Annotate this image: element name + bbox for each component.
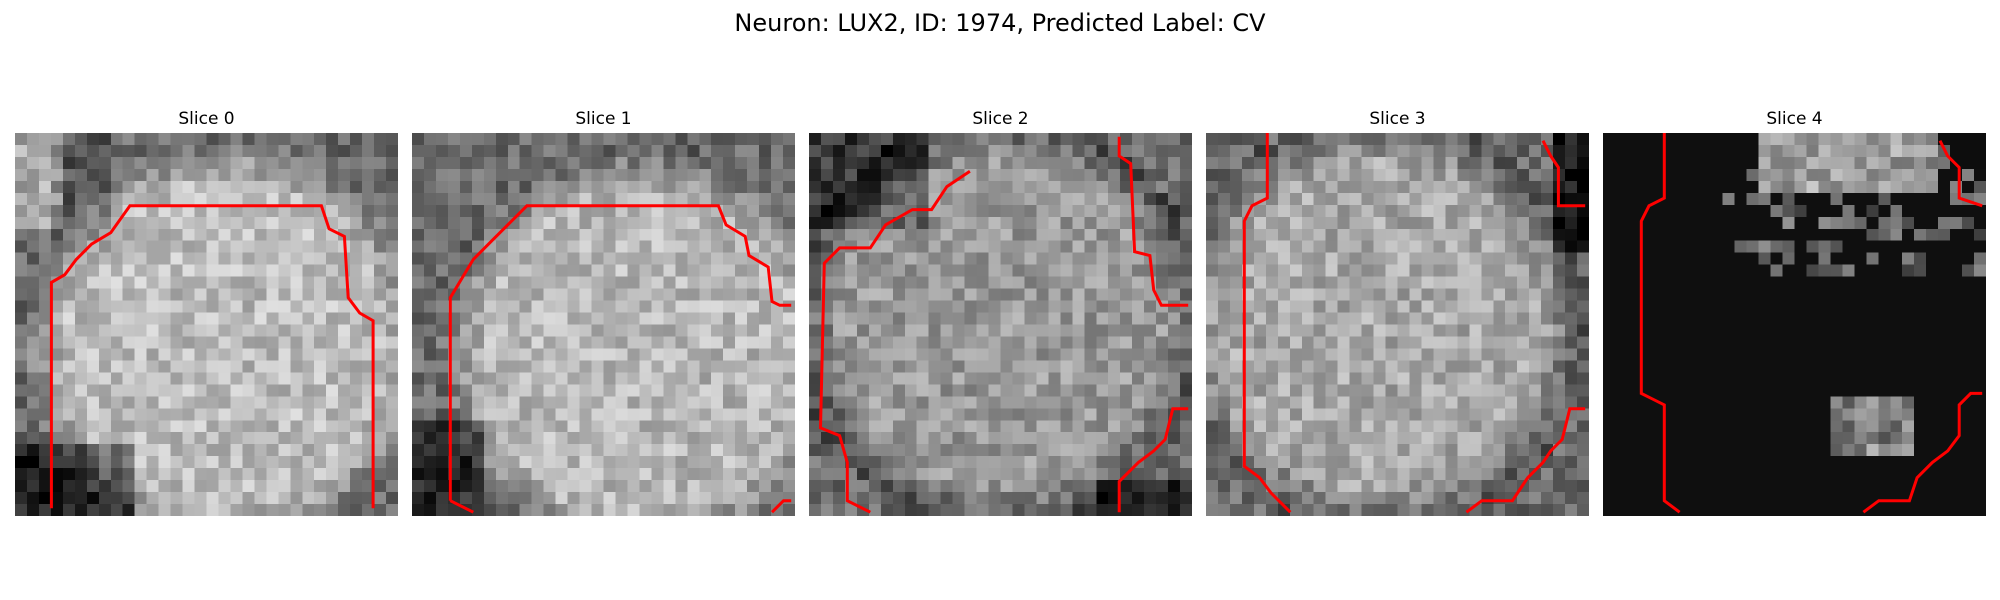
slice-panel-1: Slice 1 [412,107,795,520]
slice-image-4 [1603,133,1986,516]
slice-panel-0: Slice 0 [15,107,398,520]
slice-title-1: Slice 1 [575,109,632,129]
slice-title-4: Slice 4 [1766,109,1823,129]
slice-panel-3: Slice 3 [1206,107,1589,520]
segmentation-contour [1242,133,1586,514]
segmentation-contour [49,204,375,509]
slice-title-2: Slice 2 [972,109,1029,129]
slice-image-0 [15,133,398,516]
slice-panel-4: Slice 4 [1603,107,1986,520]
slice-panel-2: Slice 2 [809,107,1192,520]
slice-title-3: Slice 3 [1369,109,1426,129]
segmentation-contour [448,204,792,514]
slice-image-1 [412,133,795,516]
slice-image-2 [809,133,1192,516]
figure-title: Neuron: LUX2, ID: 1974, Predicted Label:… [734,9,1266,37]
slice-title-0: Slice 0 [178,109,235,129]
slice-image-3 [1206,133,1589,516]
segmentation-contour [1639,133,1983,514]
segmentation-contour [818,136,1189,514]
